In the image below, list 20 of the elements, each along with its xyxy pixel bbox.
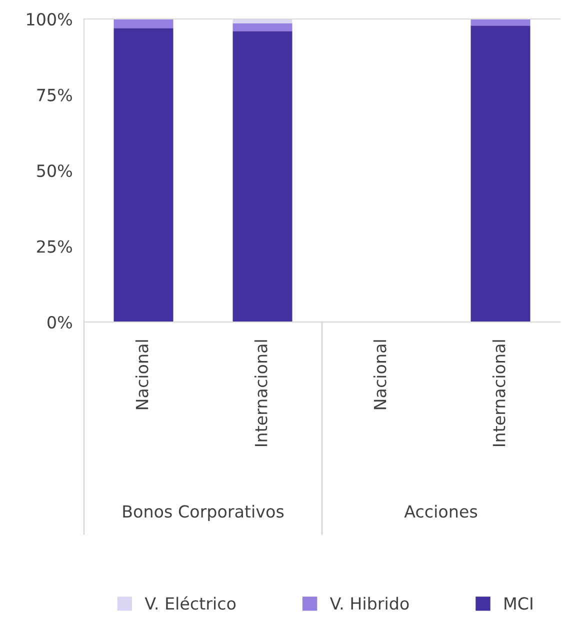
y-tick-label: 50% — [37, 164, 72, 178]
legend-label: V. Hibrido — [330, 596, 409, 610]
bar — [470, 19, 530, 26]
bar — [232, 23, 292, 32]
y-tick-label: 25% — [37, 240, 72, 253]
bar — [114, 28, 174, 322]
legend-label: V. Eléctrico — [144, 596, 236, 610]
x-tick-label: Internacional — [492, 340, 506, 446]
text: Acciones — [404, 504, 478, 518]
text: Bonos Corporativos — [123, 504, 284, 521]
x-tick-label: Nacional — [373, 340, 386, 410]
bar — [114, 19, 174, 28]
y-tick-label: 0% — [48, 316, 72, 329]
y-tick-label: 75% — [37, 88, 72, 102]
x-tick-label: Internacional — [254, 340, 268, 446]
legend-label: MCI — [504, 597, 532, 610]
bar — [232, 31, 292, 322]
x-tick-label: Nacional — [135, 340, 148, 410]
bar — [470, 26, 530, 322]
y-tick-label: 100% — [27, 12, 72, 26]
